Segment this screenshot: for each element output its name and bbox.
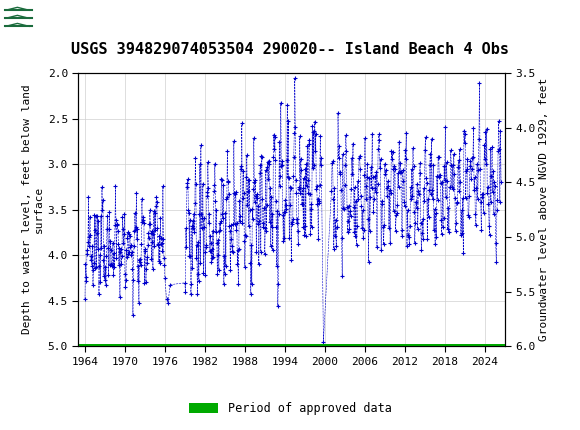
Legend: Period of approved data: Period of approved data xyxy=(184,397,396,420)
Text: USGS 394829074053504 290020-- Island Beach 4 Obs: USGS 394829074053504 290020-- Island Bea… xyxy=(71,42,509,57)
Text: USGS: USGS xyxy=(38,9,93,27)
Y-axis label: Groundwater level above NGVD 1929, feet: Groundwater level above NGVD 1929, feet xyxy=(539,78,549,341)
Y-axis label: Depth to water level, feet below land
surface: Depth to water level, feet below land su… xyxy=(22,85,44,335)
Bar xyxy=(3,3,72,34)
Bar xyxy=(78,344,505,346)
